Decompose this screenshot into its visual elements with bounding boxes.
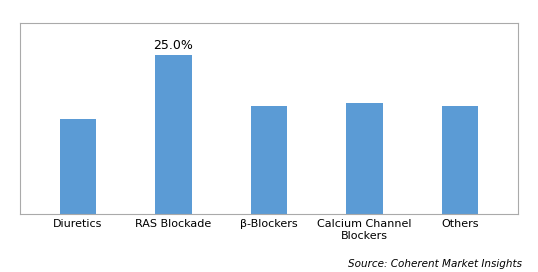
Bar <box>346 103 383 214</box>
Bar <box>155 55 192 214</box>
Bar <box>442 106 478 214</box>
Bar <box>251 106 287 214</box>
Bar <box>60 119 96 214</box>
Text: 25.0%: 25.0% <box>153 39 193 52</box>
Text: Source: Coherent Market Insights: Source: Coherent Market Insights <box>348 259 522 269</box>
